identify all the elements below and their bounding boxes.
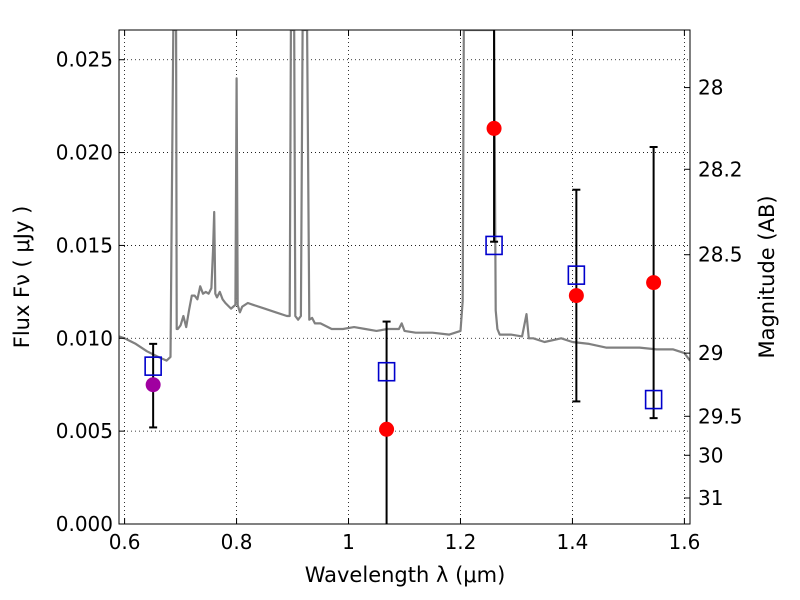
x-tick-label: 1 bbox=[342, 530, 355, 554]
right-tick-label: 29.5 bbox=[698, 404, 743, 428]
right-tick-label: 30 bbox=[698, 443, 723, 467]
model-point bbox=[485, 235, 503, 256]
right-tick-label: 31 bbox=[698, 486, 723, 510]
x-tick-label: 1.4 bbox=[557, 530, 589, 554]
y-tick-label: 0.020 bbox=[56, 141, 113, 165]
right-tick-label: 28.5 bbox=[698, 243, 743, 267]
y-tick-label: 0.005 bbox=[56, 419, 113, 443]
model-point bbox=[144, 356, 162, 376]
right-axis-label: Magnitude (AB) bbox=[755, 195, 779, 358]
y-tick-label: 0.010 bbox=[56, 326, 113, 350]
model-point bbox=[377, 361, 396, 382]
x-tick-label: 1.2 bbox=[445, 530, 477, 554]
observed-point bbox=[145, 377, 161, 393]
x-axis-label: Wavelength λ (μm) bbox=[305, 563, 506, 587]
x-tick-label: 0.6 bbox=[109, 530, 141, 554]
y-tick-label: 0.025 bbox=[56, 48, 113, 72]
plot-frame bbox=[118, 29, 691, 525]
observed-point bbox=[379, 421, 395, 437]
ticks: 0.6 0.8 1 1.2 1.4 1.6 0.000 0.005 0.010 0.015 0.02… bbox=[56, 30, 743, 554]
x-tick-label: 0.8 bbox=[221, 530, 253, 554]
model-points bbox=[144, 235, 663, 410]
observed-point bbox=[568, 288, 584, 304]
right-tick-label: 28.2 bbox=[698, 157, 743, 181]
observed-points bbox=[145, 120, 662, 437]
right-tick-label: 29 bbox=[698, 341, 723, 365]
y-tick-label: 0.015 bbox=[56, 233, 113, 257]
right-tick-label: 28 bbox=[698, 76, 723, 100]
observed-point bbox=[646, 275, 662, 291]
model-point bbox=[567, 265, 586, 285]
plot-area bbox=[119, 30, 690, 524]
observed-point bbox=[486, 120, 502, 136]
y-tick-label: 0.000 bbox=[56, 512, 113, 536]
model-point bbox=[644, 389, 663, 410]
y-axis-label: Flux Fν ( μJy ) bbox=[10, 206, 34, 349]
spectrum-line bbox=[119, 30, 690, 362]
x-tick-label: 1.6 bbox=[668, 530, 700, 554]
